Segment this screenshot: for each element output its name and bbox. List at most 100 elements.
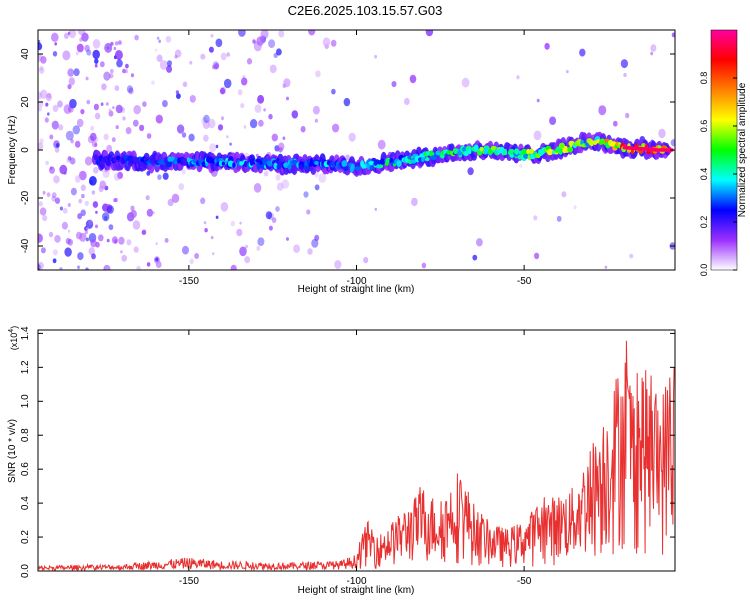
ridge-cell: [483, 147, 489, 155]
noise-speckle: [110, 69, 114, 74]
noise-speckle: [293, 244, 300, 253]
ridge-cell: [343, 166, 349, 171]
noise-speckle: [623, 72, 627, 78]
noise-speckle: [76, 118, 84, 128]
noise-speckle: [67, 229, 71, 233]
ridge-cell: [239, 161, 244, 166]
noise-speckle: [322, 37, 331, 47]
noise-speckle: [108, 108, 112, 113]
spectrogram-ytick-label: -20: [20, 190, 31, 205]
ridge-cell: [440, 154, 445, 159]
noise-speckle: [154, 48, 158, 52]
noise-speckle: [230, 220, 235, 227]
noise-speckle: [220, 52, 227, 61]
noise-speckle: [257, 237, 265, 247]
noise-speckle: [72, 125, 81, 135]
noise-speckle: [74, 175, 81, 183]
noise-speckle: [291, 110, 299, 119]
noise-speckle: [334, 260, 342, 269]
noise-speckle: [566, 70, 569, 74]
noise-speckle: [411, 197, 418, 207]
ridge-cell: [429, 150, 434, 157]
noise-speckle: [59, 164, 68, 175]
noise-speckle: [49, 134, 54, 140]
noise-speckle: [67, 84, 72, 90]
snr-ytick-label: 0.6: [20, 462, 31, 476]
noise-speckle: [52, 258, 57, 264]
noise-speckle: [94, 58, 99, 64]
ridge-cell: [514, 148, 520, 155]
noise-speckle: [90, 125, 95, 131]
snr-scale-close: ): [9, 326, 19, 329]
noise-speckle: [260, 30, 267, 39]
noise-speckle: [67, 31, 71, 35]
ridge-cell: [115, 155, 121, 161]
noise-speckle: [92, 39, 101, 49]
noise-speckle: [461, 77, 470, 88]
noise-speckle: [61, 221, 68, 230]
noise-speckle: [145, 195, 150, 201]
noise-speckle: [203, 134, 209, 142]
noise-speckle: [130, 73, 135, 78]
noise-speckle: [204, 228, 208, 233]
spectrogram-ytick-label: -40: [20, 238, 31, 253]
noise-speckle: [109, 73, 114, 79]
noise-speckle: [331, 88, 336, 95]
noise-speckle: [115, 104, 123, 114]
noise-speckle: [308, 30, 316, 36]
noise-speckle: [39, 67, 45, 74]
ridge-cell: [379, 164, 384, 169]
noise-speckle: [54, 42, 57, 46]
noise-speckle: [48, 231, 54, 238]
noise-speckle: [40, 56, 47, 64]
noise-speckle: [94, 143, 98, 147]
ridge-cell: [558, 148, 563, 154]
noise-speckle: [92, 49, 100, 60]
noise-speckle: [78, 170, 87, 181]
noise-speckle: [171, 193, 180, 203]
noise-speckle: [286, 96, 289, 101]
noise-speckle: [77, 213, 82, 220]
noise-speckle: [176, 93, 181, 99]
noise-speckle: [134, 34, 139, 41]
snr-xtick-label: -50: [517, 576, 532, 587]
noise-speckle: [63, 104, 72, 115]
noise-speckle: [240, 102, 245, 109]
noise-speckle: [281, 179, 290, 189]
snr-scale-label: (x104): [8, 326, 19, 350]
noise-speckle: [111, 236, 118, 244]
noise-speckle: [226, 135, 229, 139]
snr-ytick-label: 1.0: [20, 394, 31, 408]
noise-speckle: [307, 248, 313, 255]
noise-speckle: [76, 43, 84, 53]
spectrogram-axes: -150 -100 -50 -40 -20 0 20 40: [20, 30, 675, 287]
noise-speckle: [276, 48, 282, 56]
noise-speckle: [45, 93, 52, 102]
noise-speckle: [66, 157, 71, 163]
ridge-cell: [468, 149, 472, 155]
noise-speckle: [210, 236, 214, 240]
noise-speckle: [174, 49, 182, 58]
snr-xtick-label: -100: [346, 576, 366, 587]
noise-speckle: [88, 247, 95, 256]
noise-speckle: [38, 142, 44, 150]
noise-speckle: [209, 143, 217, 153]
noise-speckle: [55, 143, 60, 148]
ridge-cell: [396, 160, 402, 168]
noise-speckle: [404, 97, 410, 106]
snr-ytick-label: 0.4: [20, 496, 31, 510]
noise-speckle: [182, 81, 188, 88]
noise-speckle: [45, 102, 49, 107]
noise-speckle: [54, 235, 61, 243]
noise-speckle: [114, 85, 120, 91]
noise-speckle: [215, 38, 223, 48]
noise-speckle: [42, 215, 48, 222]
ridge-cell: [278, 160, 283, 168]
noise-speckle: [207, 118, 216, 129]
noise-speckle: [263, 108, 266, 112]
noise-speckle: [38, 39, 41, 45]
noise-speckle: [38, 233, 43, 243]
noise-speckle: [268, 225, 273, 231]
noise-speckle: [51, 32, 59, 42]
noise-speckle: [38, 201, 43, 207]
